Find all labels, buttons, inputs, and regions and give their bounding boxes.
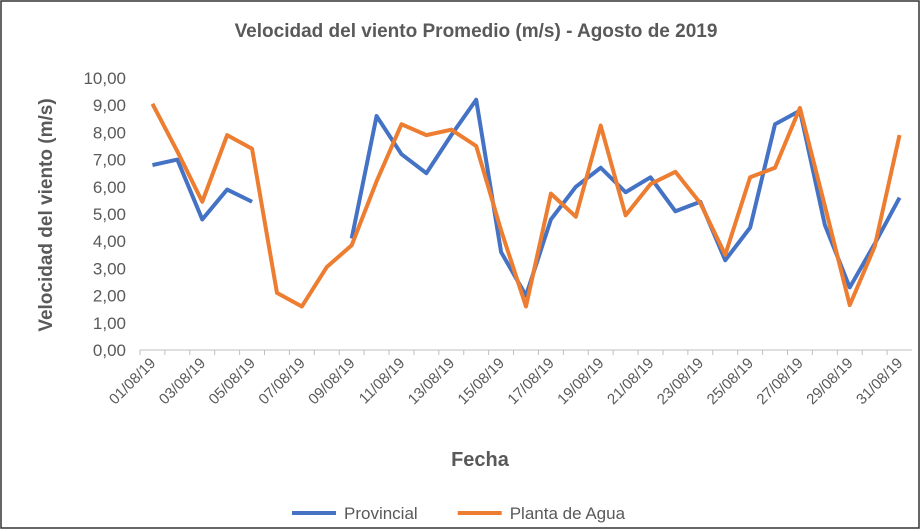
y-tick-label: 4,00: [93, 232, 126, 251]
x-axis-label: Fecha: [451, 449, 510, 471]
y-tick-label: 2,00: [93, 287, 126, 306]
y-tick-label: 0,00: [93, 341, 126, 360]
line-series: [152, 97, 902, 298]
y-tick-label: 3,00: [93, 259, 126, 278]
y-tick-label: 8,00: [93, 123, 126, 142]
y-tick-label: 10,00: [83, 69, 126, 88]
y-tick-label: 6,00: [93, 178, 126, 197]
chart-title: Velocidad del viento Promedio (m/s) - Ag…: [235, 21, 718, 42]
y-axis-label: Velocidad del viento (m/s): [36, 98, 57, 331]
y-tick-label: 7,00: [93, 151, 126, 170]
legend-label: Provincial: [344, 504, 418, 523]
y-tick-label: 5,00: [93, 205, 126, 224]
y-tick-label: 1,00: [93, 314, 126, 333]
line-series: [150, 102, 902, 309]
legend-label: Planta de Agua: [510, 504, 626, 523]
y-tick-label: 9,00: [93, 96, 126, 115]
